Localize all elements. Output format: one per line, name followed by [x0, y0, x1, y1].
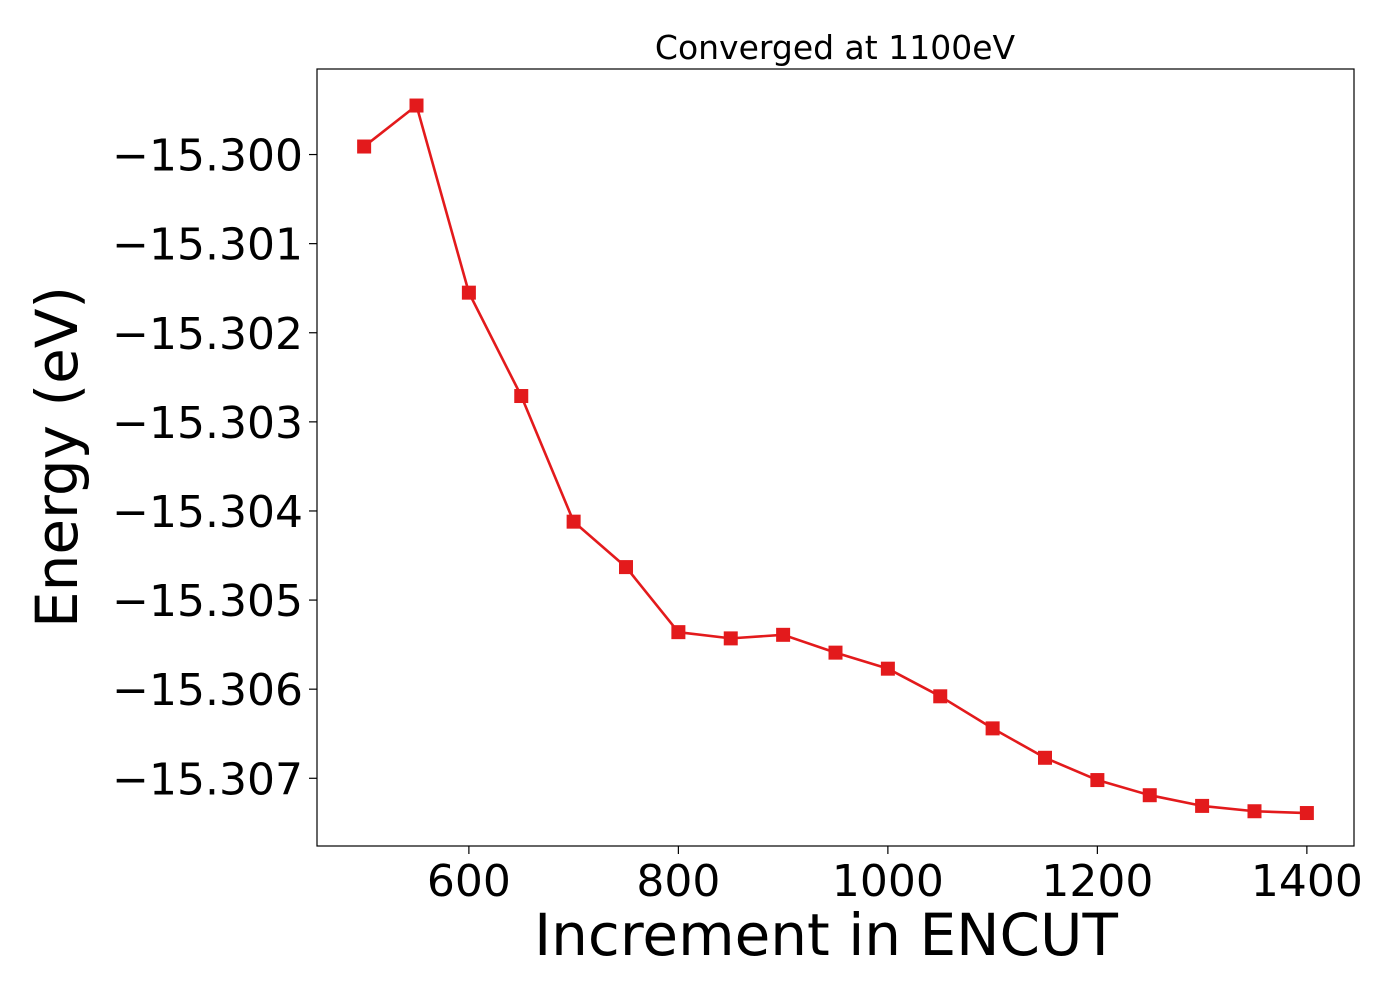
y-tick-label: −15.305 [112, 576, 303, 627]
data-point [933, 689, 948, 704]
data-point [776, 627, 791, 642]
x-axis: 600 800 1000 1200 1400 [427, 846, 1363, 907]
data-point [566, 514, 581, 529]
x-tick-label: 800 [636, 856, 720, 907]
y-tick-label: −15.307 [112, 754, 303, 805]
y-tick-label: −15.302 [112, 309, 303, 360]
data-point [828, 645, 843, 660]
data-point [723, 631, 738, 646]
y-axis: −15.300 −15.301 −15.302 −15.303 −15.304 −15.3… [112, 131, 317, 805]
x-axis-title: Increment in ENCUT [534, 901, 1118, 969]
data-point [880, 661, 895, 676]
data-point [357, 139, 372, 154]
data-point [1195, 798, 1210, 813]
y-tick-label: −15.301 [112, 220, 303, 271]
y-tick-label: −15.306 [112, 665, 303, 716]
y-tick-label: −15.300 [112, 131, 303, 182]
y-axis-title: Energy (eV) [23, 286, 91, 628]
x-tick-label: 1400 [1251, 856, 1363, 907]
plot-frame [316, 68, 1355, 847]
plot-area [357, 98, 1314, 821]
data-point [1142, 788, 1157, 803]
x-tick-label: 1000 [832, 856, 944, 907]
y-tick-label: −15.303 [112, 398, 303, 449]
data-point [1299, 806, 1314, 821]
data-point [985, 721, 1000, 736]
data-point [461, 285, 476, 300]
data-point [1037, 750, 1052, 765]
chart-title: Converged at 1100eV [655, 28, 1016, 67]
data-point [619, 560, 634, 575]
data-point [1247, 804, 1262, 819]
data-point [514, 389, 529, 404]
y-tick-label: −15.304 [112, 487, 303, 538]
x-tick-label: 600 [427, 856, 511, 907]
data-point [1090, 773, 1105, 788]
data-point [671, 625, 686, 640]
data-point [409, 98, 424, 113]
x-tick-label: 1200 [1041, 856, 1153, 907]
